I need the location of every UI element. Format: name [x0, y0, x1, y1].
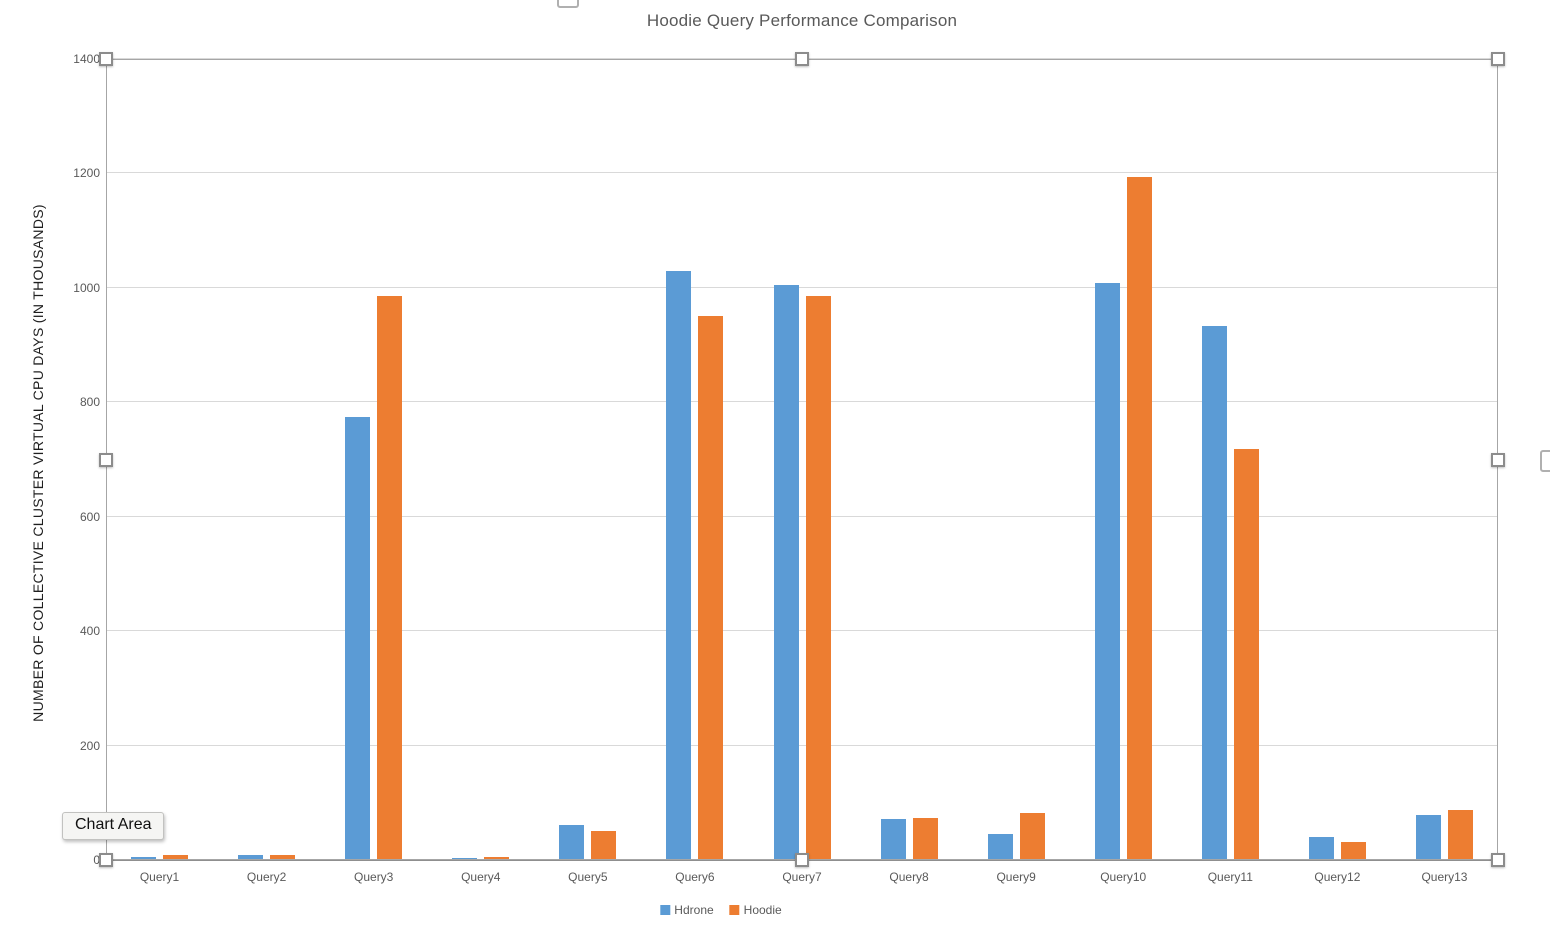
y-tick-label: 1000: [73, 280, 100, 295]
x-tick-label-query12: Query12: [1314, 870, 1361, 884]
x-tick-label-query2: Query2: [246, 870, 287, 884]
gridline-1200: [106, 172, 1498, 174]
y-tick-label: 800: [79, 395, 100, 410]
bar-hdrone-query7[interactable]: [773, 285, 799, 860]
legend-marker-hoodie: [729, 905, 740, 915]
bar-hoodie-query5[interactable]: [591, 831, 617, 860]
y-tick-label: 1400: [73, 52, 100, 66]
selection-handle-bottom-left[interactable]: [99, 853, 113, 867]
chart-title[interactable]: Hoodie Query Performance Comparison: [646, 11, 958, 30]
chart-area-tooltip: Chart Area: [62, 812, 165, 840]
bar-hoodie-query1[interactable]: [163, 854, 189, 860]
selection-handle-mid-right[interactable]: [1491, 453, 1505, 467]
y-axis-title[interactable]: NUMBER OF COLLECTIVE CLUSTER VIRTUAL CPU…: [30, 204, 46, 722]
bar-hdrone-query1[interactable]: [131, 857, 157, 860]
y-tick-label: 400: [79, 624, 100, 639]
selection-handle-mid-left[interactable]: [99, 453, 113, 467]
bar-hoodie-query3[interactable]: [377, 296, 403, 860]
legend-label: Hoodie: [743, 903, 782, 917]
outer-handle-top[interactable]: [557, 0, 579, 8]
x-tick-label-query8: Query8: [889, 870, 929, 884]
bar-hdrone-query9[interactable]: [987, 833, 1013, 860]
bar-hoodie-query2[interactable]: [270, 855, 296, 860]
selection-handle-bottom-right[interactable]: [1491, 853, 1505, 867]
bar-hdrone-query10[interactable]: [1094, 283, 1120, 860]
plot-area[interactable]: 0 200 400 600 800 1000 1200 1400 Query1 Query2 Que…: [73, 52, 1498, 884]
y-tick-label: 600: [79, 509, 100, 524]
bar-hdrone-query8[interactable]: [880, 818, 906, 860]
bar-hoodie-query10[interactable]: [1126, 177, 1152, 860]
bar-hdrone-query4[interactable]: [452, 857, 478, 860]
bar-hdrone-query11[interactable]: [1201, 325, 1227, 860]
bar-hdrone-query3[interactable]: [345, 416, 371, 860]
outer-handle-right[interactable]: [1540, 450, 1550, 472]
x-tick-label-query3: Query3: [354, 870, 394, 884]
legend-item-hdrone[interactable]: Hdrone: [660, 903, 714, 917]
bar-hoodie-query9[interactable]: [1019, 812, 1045, 860]
bar-hoodie-query11[interactable]: [1233, 449, 1259, 860]
x-tick-label-query1: Query1: [139, 870, 180, 884]
bar-hoodie-query7[interactable]: [805, 296, 831, 860]
bar-hoodie-query13[interactable]: [1447, 809, 1473, 860]
bar-hdrone-query5[interactable]: [559, 824, 585, 860]
y-tick-label: 1200: [73, 166, 100, 181]
selection-handle-bottom-center[interactable]: [795, 853, 809, 867]
gridline-200: [106, 744, 1498, 746]
x-tick-label-query4: Query4: [461, 870, 501, 884]
legend-item-hoodie[interactable]: Hoodie: [729, 903, 782, 917]
x-tick-label-query9: Query9: [996, 870, 1036, 884]
x-tick-label-query5: Query5: [568, 870, 608, 884]
bar-hoodie-query12[interactable]: [1340, 842, 1366, 860]
gridline-800: [106, 401, 1498, 403]
legend-marker-hdrone: [660, 905, 671, 915]
x-tick-label-query11: Query11: [1207, 870, 1253, 884]
selection-handle-top-left[interactable]: [99, 52, 113, 66]
x-tick-label-query6: Query6: [675, 870, 715, 884]
bar-hoodie-query6[interactable]: [698, 316, 724, 860]
bar-hdrone-query2[interactable]: [238, 854, 264, 860]
x-tick-label-query7: Query7: [782, 870, 822, 884]
selection-handle-top-center[interactable]: [795, 52, 809, 66]
legend-label: Hdrone: [674, 903, 714, 917]
x-tick-label-query13: Query13: [1421, 870, 1468, 884]
bar-hoodie-query8[interactable]: [912, 818, 938, 860]
y-tick-label: 0: [93, 853, 100, 867]
x-tick-label-query10: Query10: [1100, 870, 1147, 884]
gridline-400: [106, 630, 1498, 632]
bar-hoodie-query4[interactable]: [484, 857, 510, 860]
bar-hdrone-query12[interactable]: [1308, 837, 1334, 860]
selection-handle-top-right[interactable]: [1491, 52, 1505, 66]
legend: Hdrone Hoodie: [660, 903, 782, 917]
bar-hdrone-query6[interactable]: [666, 270, 692, 860]
bar-hdrone-query13[interactable]: [1415, 814, 1441, 860]
y-tick-label: 200: [79, 738, 100, 753]
gridline-600: [106, 515, 1498, 517]
gridline-1000: [106, 286, 1498, 288]
